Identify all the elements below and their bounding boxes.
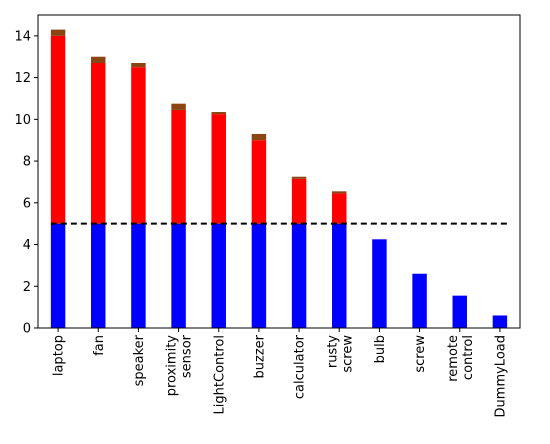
bars-layer bbox=[50, 29, 508, 328]
y-tick-label: 4 bbox=[23, 238, 31, 253]
plot-frame bbox=[37, 14, 521, 329]
bar-segment-blue bbox=[50, 223, 66, 328]
bar-cap bbox=[332, 191, 347, 194]
bar-cap bbox=[131, 62, 146, 68]
bar-segment-blue bbox=[211, 223, 226, 328]
y-tick-label: 10 bbox=[14, 113, 31, 128]
x-tick-label-line: proximity bbox=[165, 335, 180, 397]
y-tick-label: 12 bbox=[14, 71, 31, 86]
bar-segment-blue bbox=[291, 223, 307, 328]
x-tick-label-line: screw bbox=[340, 335, 355, 373]
bar-segment-blue bbox=[412, 273, 427, 328]
bar-segment-red bbox=[211, 114, 226, 224]
bar-cap bbox=[171, 103, 186, 110]
bar-cap bbox=[50, 29, 66, 36]
x-tick-label: rustyscrew bbox=[325, 335, 355, 373]
x-tick-label: screw bbox=[413, 335, 428, 373]
x-tick-label-line: fan bbox=[92, 335, 107, 356]
x-tick-label: calculator bbox=[293, 334, 308, 399]
bar-segment-red bbox=[251, 140, 267, 224]
bar-segment-blue bbox=[251, 223, 267, 328]
bar-segment-red bbox=[91, 62, 106, 224]
x-tick-label: laptop bbox=[52, 335, 67, 376]
bar-cap bbox=[291, 176, 307, 179]
axes-layer bbox=[37, 14, 521, 329]
y-tick-label: 8 bbox=[23, 155, 31, 170]
bar-segment-red bbox=[291, 178, 307, 224]
x-tick-label: buzzer bbox=[252, 334, 267, 378]
x-tick-label-line: speaker bbox=[132, 334, 147, 386]
x-tick-label-line: buzzer bbox=[252, 334, 267, 378]
x-tick-label-line: sensor bbox=[180, 334, 195, 378]
x-tick-label-line: DummyLoad bbox=[493, 335, 508, 417]
bar-segment-blue bbox=[171, 223, 186, 328]
x-tick-label-line: control bbox=[461, 335, 476, 380]
bar-segment-blue bbox=[492, 315, 508, 328]
y-tick-label: 0 bbox=[23, 322, 31, 337]
bar-segment-red bbox=[50, 35, 66, 224]
bar-cap bbox=[91, 56, 106, 63]
bar-segment-red bbox=[332, 193, 347, 224]
x-tick-label-line: LightControl bbox=[212, 335, 227, 414]
bar-segment-blue bbox=[452, 295, 467, 328]
x-tick-label: speaker bbox=[132, 334, 147, 386]
x-tick-label: fan bbox=[92, 335, 107, 356]
x-tick-label: proximitysensor bbox=[165, 334, 195, 396]
bar-segment-red bbox=[131, 67, 146, 224]
x-tick-label: remotecontrol bbox=[446, 335, 476, 382]
x-tick-label-line: bulb bbox=[373, 335, 388, 363]
x-tick-label: DummyLoad bbox=[493, 335, 508, 417]
bar-segment-blue bbox=[91, 223, 106, 328]
x-tick-label-line: laptop bbox=[52, 335, 67, 376]
x-tick-label-line: rusty bbox=[325, 335, 340, 368]
bar-segment-blue bbox=[131, 223, 146, 328]
x-tick-label-line: remote bbox=[446, 335, 461, 382]
bar-segment-red bbox=[171, 109, 186, 224]
bar-segment-blue bbox=[372, 239, 387, 328]
x-tick-label-line: screw bbox=[413, 335, 428, 373]
bar-cap bbox=[251, 133, 267, 141]
x-tick-label-line: calculator bbox=[293, 334, 308, 399]
bar-segment-blue bbox=[332, 223, 347, 328]
y-tick-label: 2 bbox=[23, 280, 31, 295]
bar-cap bbox=[211, 112, 226, 115]
x-ticks-layer: laptop fan speaker proximitysensor LightCont… bbox=[52, 328, 508, 417]
y-tick-label: 6 bbox=[23, 196, 31, 211]
y-tick-label: 14 bbox=[14, 29, 31, 44]
x-tick-label: bulb bbox=[373, 335, 388, 363]
y-ticks-layer: 0 2 4 6 8 10 12 14 bbox=[14, 29, 38, 337]
x-tick-label: LightControl bbox=[212, 335, 227, 414]
